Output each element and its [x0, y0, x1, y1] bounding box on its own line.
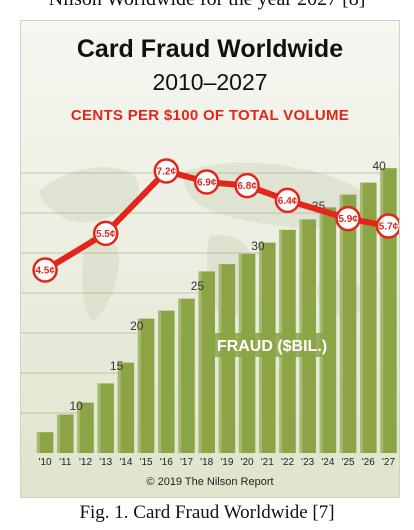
bar-highlight	[218, 264, 222, 453]
x-tick-label: '23	[301, 457, 314, 468]
bar	[36, 432, 54, 453]
chart-footer: © 2019 The Nilson Report	[146, 476, 274, 488]
bar-highlight	[198, 271, 202, 453]
x-tick-label: '20	[241, 457, 254, 468]
data-label: 6.9¢	[197, 178, 217, 189]
line-point	[335, 205, 361, 232]
line-point	[234, 172, 260, 199]
bar	[339, 194, 357, 453]
data-label: 6.8¢	[237, 181, 257, 192]
chart-title: Card Fraud Worldwide	[76, 35, 344, 63]
y-tick-label: 10	[70, 399, 84, 413]
bar	[57, 414, 74, 453]
chart-panel: Card Fraud Worldwide 2010–2027 CENTS PER…	[20, 20, 400, 498]
bar-highlight	[57, 414, 61, 453]
bar	[380, 168, 397, 453]
figure-caption: Fig. 1. Card Fraud Worldwide [7]	[79, 502, 335, 523]
data-label: 6.4¢	[278, 196, 298, 207]
x-tick-label: '27	[382, 457, 395, 468]
bar-highlight	[137, 318, 141, 453]
bar	[178, 298, 195, 453]
series-label-bg	[209, 333, 335, 357]
bar-highlight	[36, 432, 40, 453]
x-tick-label: '19	[220, 457, 233, 468]
series-label: FRAUD ($BIL.)	[217, 338, 327, 355]
line-series-label: CENTS PER $100 OF TOTAL VOLUME	[70, 107, 350, 124]
line-point	[274, 187, 301, 214]
data-label: 5.7¢	[379, 222, 399, 233]
x-tick-label: '10	[39, 457, 52, 468]
x-tick-label: '17	[180, 457, 193, 468]
bar-highlight	[97, 383, 101, 453]
chart-canvas: 10152025303540'10'11'12'13'14'15'16'17'1…	[21, 158, 399, 468]
chart-subtitle: 2010–2027	[152, 69, 268, 95]
x-tick-label: '24	[321, 457, 334, 468]
line-point	[32, 257, 58, 283]
line-point	[193, 169, 220, 195]
x-tick-label: '11	[59, 457, 72, 468]
x-tick-label: '22	[281, 457, 294, 468]
y-tick-label: 25	[191, 279, 205, 293]
bar	[137, 318, 155, 453]
line-point	[153, 158, 180, 184]
x-tick-label: '15	[140, 457, 153, 468]
bar-highlight	[360, 182, 364, 453]
y-tick-label: 15	[110, 359, 124, 373]
bar-highlight	[158, 310, 162, 453]
x-tick-label: '21	[261, 457, 274, 468]
bar	[97, 383, 114, 453]
y-tick-label: 40	[373, 159, 387, 173]
data-label: 5.5¢	[96, 229, 116, 240]
top-text: Nilson Worldwide for the year 2027 [8]	[0, 0, 414, 11]
bar-highlight	[117, 362, 121, 453]
data-label: 4.5¢	[35, 266, 55, 277]
x-tick-label: '26	[362, 457, 375, 468]
x-tick-label: '25	[342, 457, 355, 468]
x-tick-label: '18	[200, 457, 213, 468]
data-label: 5.9¢	[338, 214, 358, 225]
line-point	[375, 213, 399, 239]
bar	[218, 264, 236, 453]
bar-highlight	[77, 402, 81, 453]
data-label: 7.2¢	[157, 167, 177, 178]
x-tick-label: '13	[99, 457, 112, 468]
bar	[198, 271, 215, 453]
bar-highlight	[178, 298, 182, 453]
bar-highlight	[339, 194, 343, 453]
x-tick-label: '16	[160, 457, 173, 468]
y-tick-label: 20	[130, 319, 144, 333]
line-point	[92, 220, 119, 247]
world-map-shape	[82, 234, 120, 321]
world-map-shape	[39, 167, 139, 223]
bar	[117, 362, 135, 453]
bar	[158, 310, 175, 453]
bar	[360, 182, 377, 453]
bar-highlight	[319, 207, 323, 453]
y-tick-label: 30	[251, 239, 265, 253]
x-tick-label: '12	[79, 457, 92, 468]
bar-highlight	[380, 168, 384, 453]
bar	[77, 402, 94, 453]
bar	[319, 207, 337, 453]
x-tick-label: '14	[119, 457, 132, 468]
